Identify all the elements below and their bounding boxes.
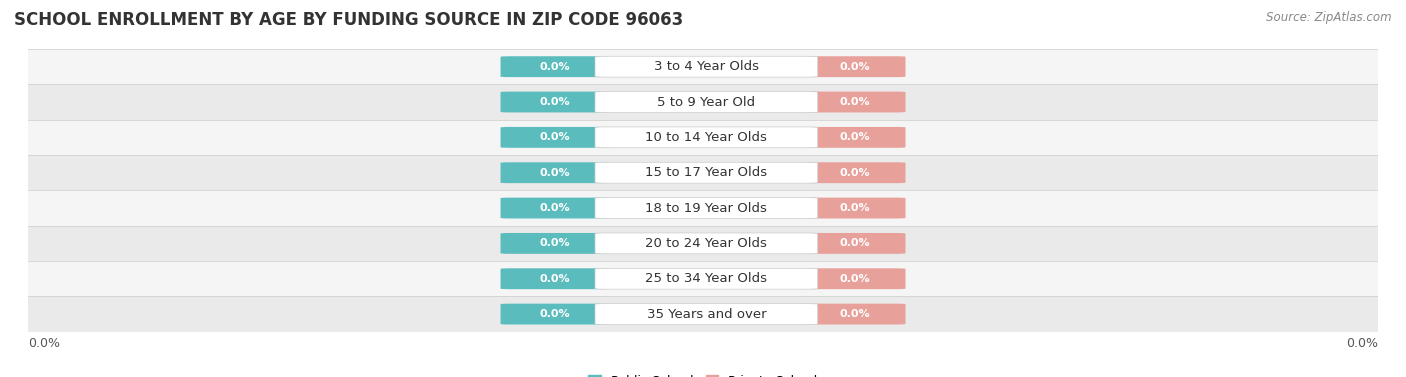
Text: 35 Years and over: 35 Years and over [647,308,766,320]
Text: 0.0%: 0.0% [839,274,870,284]
FancyBboxPatch shape [501,162,609,183]
Text: 0.0%: 0.0% [839,97,870,107]
FancyBboxPatch shape [595,268,818,289]
FancyBboxPatch shape [804,233,905,254]
FancyBboxPatch shape [501,56,609,77]
FancyBboxPatch shape [595,198,818,219]
Bar [28,261,1378,296]
Text: 0.0%: 0.0% [540,168,569,178]
Bar [28,155,1378,190]
FancyBboxPatch shape [595,162,818,183]
FancyBboxPatch shape [595,56,818,77]
FancyBboxPatch shape [501,233,609,254]
Text: 5 to 9 Year Old: 5 to 9 Year Old [658,95,755,109]
Legend: Public School, Private School: Public School, Private School [588,375,818,377]
Text: 0.0%: 0.0% [839,309,870,319]
FancyBboxPatch shape [804,56,905,77]
Text: 15 to 17 Year Olds: 15 to 17 Year Olds [645,166,768,179]
Text: 10 to 14 Year Olds: 10 to 14 Year Olds [645,131,768,144]
FancyBboxPatch shape [595,233,818,254]
Text: 0.0%: 0.0% [540,97,569,107]
Text: 0.0%: 0.0% [540,132,569,143]
Text: 0.0%: 0.0% [839,168,870,178]
Text: Source: ZipAtlas.com: Source: ZipAtlas.com [1267,11,1392,24]
FancyBboxPatch shape [804,198,905,219]
FancyBboxPatch shape [804,127,905,148]
Text: 0.0%: 0.0% [540,309,569,319]
FancyBboxPatch shape [501,198,609,219]
Bar [28,226,1378,261]
Text: 25 to 34 Year Olds: 25 to 34 Year Olds [645,272,768,285]
FancyBboxPatch shape [804,92,905,112]
Bar [28,49,1378,84]
Text: 3 to 4 Year Olds: 3 to 4 Year Olds [654,60,759,73]
Text: 0.0%: 0.0% [839,132,870,143]
FancyBboxPatch shape [501,92,609,112]
Bar [28,190,1378,226]
Text: 18 to 19 Year Olds: 18 to 19 Year Olds [645,202,768,215]
Text: 0.0%: 0.0% [839,203,870,213]
Text: 0.0%: 0.0% [540,274,569,284]
FancyBboxPatch shape [595,127,818,148]
Text: 0.0%: 0.0% [540,238,569,248]
FancyBboxPatch shape [595,92,818,112]
Text: 0.0%: 0.0% [839,62,870,72]
Bar [28,120,1378,155]
Text: 0.0%: 0.0% [839,238,870,248]
Text: 0.0%: 0.0% [540,203,569,213]
Text: 0.0%: 0.0% [1346,337,1378,350]
Text: SCHOOL ENROLLMENT BY AGE BY FUNDING SOURCE IN ZIP CODE 96063: SCHOOL ENROLLMENT BY AGE BY FUNDING SOUR… [14,11,683,29]
Text: 20 to 24 Year Olds: 20 to 24 Year Olds [645,237,768,250]
Bar [28,296,1378,332]
Text: 0.0%: 0.0% [28,337,60,350]
FancyBboxPatch shape [501,268,609,289]
FancyBboxPatch shape [804,162,905,183]
FancyBboxPatch shape [804,268,905,289]
FancyBboxPatch shape [501,303,609,325]
Text: 0.0%: 0.0% [540,62,569,72]
Bar [28,84,1378,120]
FancyBboxPatch shape [501,127,609,148]
FancyBboxPatch shape [804,303,905,325]
FancyBboxPatch shape [595,303,818,325]
